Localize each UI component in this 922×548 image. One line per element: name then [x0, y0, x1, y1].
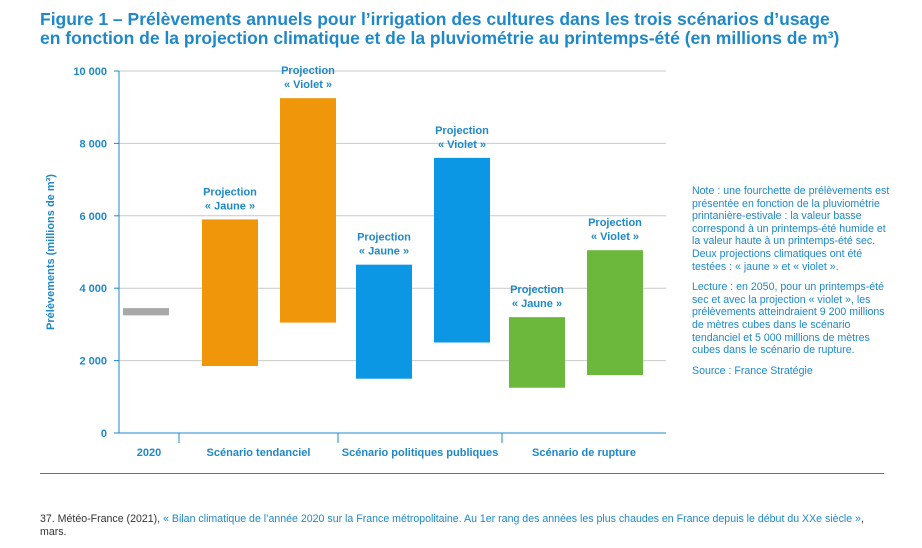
bar-label-line1: Projection [357, 232, 411, 244]
range-bar [509, 317, 565, 388]
footnote-suffix: , mars. [40, 513, 864, 538]
y-tick-label: 4 000 [79, 283, 107, 295]
range-bar [587, 250, 643, 376]
figure-title: Figure 1 – Prélèvements annuels pour l’i… [40, 10, 900, 48]
range-bar [434, 157, 490, 343]
bar-label-line1: Projection [281, 65, 335, 77]
range-bar [202, 219, 258, 367]
y-tick-label: 6 000 [79, 211, 107, 223]
x-tick-label: Scénario de rupture [532, 447, 636, 459]
bar-label-line1: Projection [203, 186, 257, 198]
bar-label-line2: « Violet » [438, 139, 486, 151]
y-tick-label: 10 000 [73, 66, 107, 78]
bar-label-line2: « Jaune » [512, 298, 562, 310]
title-line-2: en fonction de la projection climatique … [40, 28, 840, 48]
bar-label-line2: « Violet » [591, 231, 639, 243]
reading-text: Lecture : en 2050, pour un printemps-été… [692, 281, 885, 357]
separator-line [40, 473, 884, 474]
range-bar-chart: 0 2 000 4 000 6 000 8 000 10 000 Prélèvements … [45, 65, 666, 459]
note-text: Note : une fourchette de prélèvements es… [692, 185, 890, 273]
footnote-prefix: 37. Météo-France (2021), [40, 513, 164, 525]
bar-label-line1: Projection [588, 217, 642, 229]
y-tick-label: 2 000 [79, 356, 107, 368]
y-tick-label: 8 000 [79, 138, 107, 150]
range-bar [280, 98, 336, 323]
title-line-1: Figure 1 – Prélèvements annuels pour l’i… [40, 9, 830, 29]
bar-label-line2: « Violet » [284, 79, 332, 91]
bar-label-line1: Projection [435, 125, 489, 137]
x-tick-label: 2020 [137, 447, 161, 459]
bar-label-line2: « Jaune » [205, 200, 255, 212]
footnote: 37. Météo-France (2021), « Bilan climati… [40, 513, 890, 539]
y-tick-label: 0 [101, 428, 107, 440]
bar-label-line2: « Jaune » [359, 246, 409, 258]
footnote-quote: « Bilan climatique de l’année 2020 sur l… [163, 513, 861, 525]
y-axis-label: Prélèvements (millions de m³) [45, 174, 57, 330]
range-bar [356, 264, 412, 379]
bar-label-line1: Projection [510, 284, 564, 296]
x-tick-label: Scénario politiques publiques [342, 447, 498, 459]
x-tick-label: Scénario tendanciel [207, 447, 311, 459]
range-bar [123, 308, 169, 316]
chart-note: Note : une fourchette de prélèvements es… [692, 185, 892, 385]
source-text: Source : France Stratégie [692, 364, 813, 377]
